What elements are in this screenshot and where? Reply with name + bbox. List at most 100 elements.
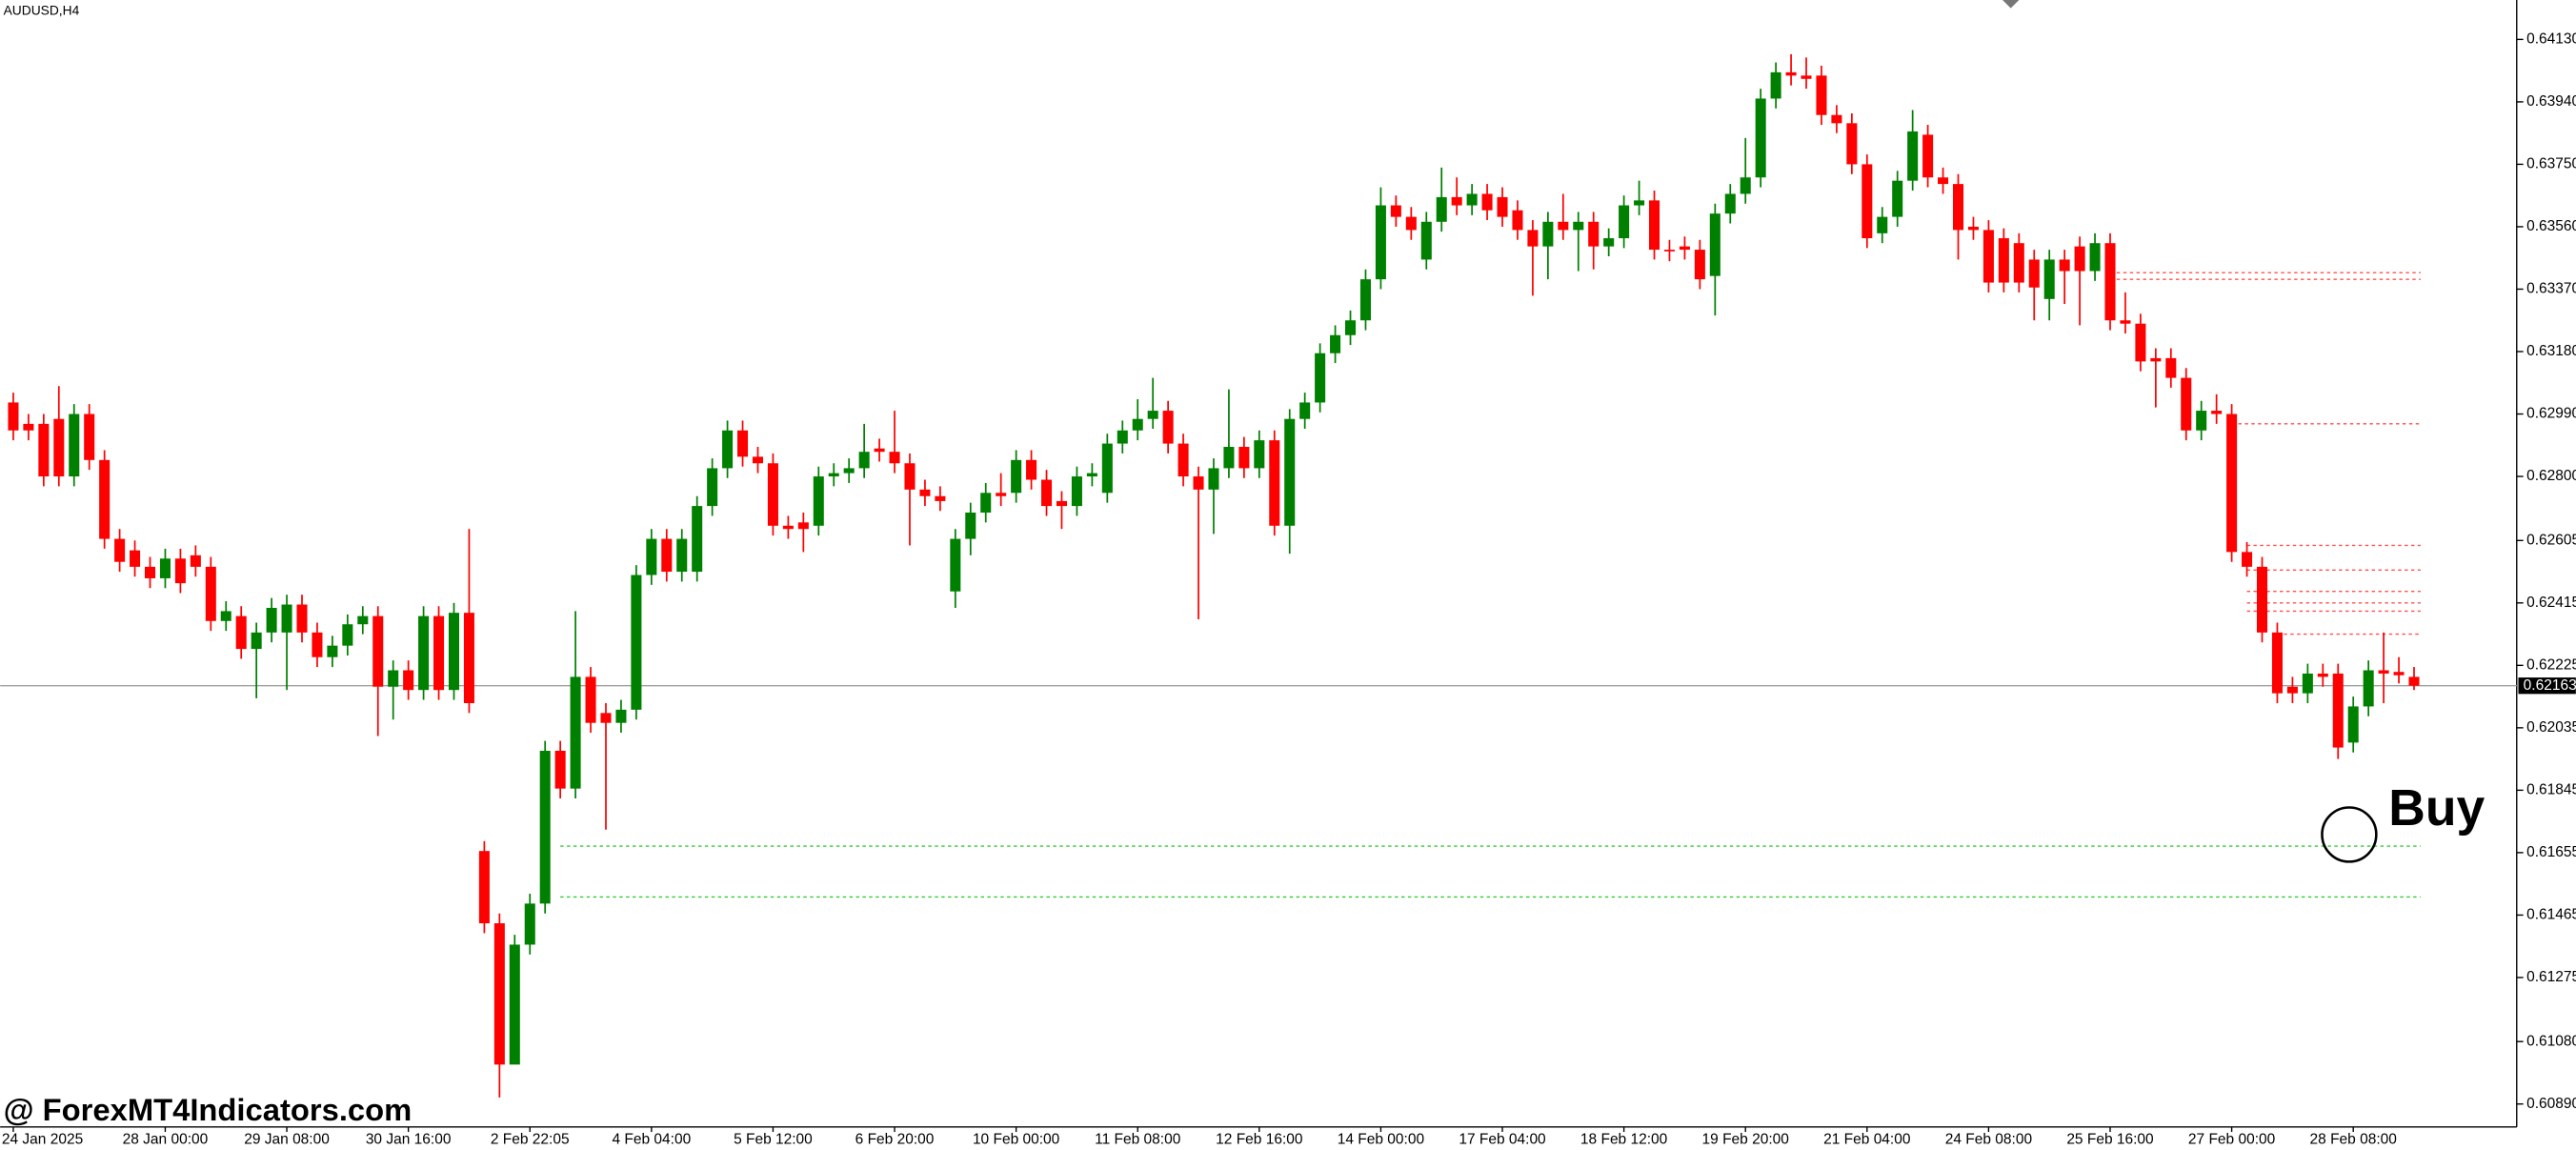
candle-body	[1284, 418, 1296, 526]
candle-body	[2408, 676, 2420, 686]
candle-body	[190, 555, 201, 567]
y-tick-label: 0.62415	[2526, 595, 2576, 611]
candle-body	[950, 538, 961, 592]
y-tick-label: 0.62990	[2526, 406, 2576, 422]
candle-body	[1359, 279, 1371, 321]
candle-body	[1755, 98, 1766, 178]
candle-body	[874, 448, 885, 453]
candle-body	[1026, 459, 1037, 480]
candle-body	[1132, 418, 1143, 431]
candle-body	[1223, 447, 1235, 469]
candle-body	[1390, 205, 1401, 217]
candle-body	[1724, 193, 1736, 214]
candle-body	[539, 750, 551, 904]
candle-body	[2363, 670, 2374, 707]
y-tick-label: 0.62605	[2526, 532, 2576, 548]
candle-body	[493, 923, 505, 1065]
candle-body	[2302, 673, 2313, 694]
candle-body	[980, 493, 992, 513]
candle-body	[2286, 686, 2298, 694]
candle-body	[114, 538, 126, 562]
candle-body	[600, 713, 612, 723]
candle-body	[2347, 706, 2359, 743]
candle-body	[889, 452, 900, 464]
x-tick-label: 5 Feb 12:00	[734, 1132, 813, 1148]
candle-body	[220, 611, 231, 621]
candle-body	[1466, 193, 1478, 206]
candle-body	[2120, 320, 2131, 324]
candle-body	[2165, 357, 2177, 378]
candle-body	[2226, 414, 2238, 553]
candle-body	[266, 607, 277, 633]
candle-body	[327, 645, 338, 657]
candle-body	[752, 456, 764, 464]
candle-body	[1330, 334, 1341, 353]
candle-body	[2013, 243, 2024, 283]
candle-body	[996, 493, 1007, 496]
candle-body	[312, 632, 323, 657]
x-tick-label: 17 Feb 04:00	[1459, 1132, 1546, 1148]
x-tick-label: 29 Jan 08:00	[244, 1132, 330, 1148]
current-price-box	[2518, 677, 2576, 695]
candle-body	[388, 670, 399, 687]
candle-body	[2378, 670, 2389, 674]
candle-body	[1405, 216, 1417, 231]
y-tick-label: 0.64130	[2526, 30, 2576, 47]
x-tick-label: 19 Feb 20:00	[1702, 1132, 1790, 1148]
candle-body	[722, 430, 734, 469]
x-tick-label: 27 Feb 00:00	[2188, 1132, 2276, 1148]
candle-body	[1816, 75, 1827, 115]
candle-body	[2393, 672, 2405, 676]
x-tick-label: 24 Jan 2025	[2, 1132, 83, 1148]
candle-body	[1588, 221, 1600, 247]
x-tick-label: 11 Feb 08:00	[1095, 1132, 1181, 1148]
x-tick-label: 30 Jan 16:00	[366, 1132, 452, 1148]
y-tick-label: 0.61275	[2526, 969, 2576, 985]
candle-body	[448, 613, 460, 691]
candle-body	[1527, 230, 1539, 247]
candle-body	[53, 418, 65, 477]
candle-body	[144, 566, 156, 578]
candle-body	[1982, 230, 1994, 283]
candle-body	[8, 402, 19, 431]
candle-body	[159, 558, 171, 578]
watermark: @ ForexMT4Indicators.com	[4, 1092, 413, 1127]
candle-body	[1177, 443, 1189, 477]
candle-body	[737, 430, 749, 457]
x-tick-label: 6 Feb 20:00	[855, 1132, 935, 1148]
candle-body	[205, 566, 216, 621]
candle-body	[692, 506, 703, 573]
y-tick-label: 0.63180	[2526, 343, 2576, 359]
candle-body	[1101, 443, 1113, 494]
x-tick-label: 21 Feb 04:00	[1823, 1132, 1911, 1148]
candle-body	[2196, 411, 2207, 431]
candle-body	[23, 423, 34, 431]
candle-body	[904, 463, 916, 490]
candle-body	[1041, 479, 1053, 507]
candle-body	[1663, 250, 1675, 252]
candle-body	[509, 944, 520, 1065]
candle-body	[1238, 447, 1250, 469]
x-tick-label: 4 Feb 04:00	[612, 1132, 691, 1148]
candle-body	[1117, 430, 1128, 444]
candle-body	[1254, 440, 1265, 469]
candle-body	[1451, 196, 1462, 206]
candle-body	[1420, 221, 1432, 260]
candle-body	[2059, 259, 2070, 272]
y-tick-label: 0.62035	[2526, 719, 2576, 736]
candle-body	[1952, 184, 1964, 231]
candle-body	[2089, 243, 2101, 272]
signal-circle	[2321, 806, 2378, 863]
candle-body	[1785, 71, 1797, 76]
candle-body	[965, 512, 976, 539]
candle-body	[2242, 552, 2253, 567]
marks: 0.64130 0.63940 0.63750 0.63560 0.63370 0.631…	[0, 30, 2576, 1148]
candle-body	[174, 558, 186, 584]
candle-body	[69, 414, 80, 477]
candle-body	[646, 538, 657, 575]
y-tick-label: 0.60890	[2526, 1096, 2576, 1112]
y-tick-label: 0.63940	[2526, 93, 2576, 110]
y-tick-label: 0.62800	[2526, 468, 2576, 484]
current-price-label: 0.62163	[2524, 677, 2576, 694]
